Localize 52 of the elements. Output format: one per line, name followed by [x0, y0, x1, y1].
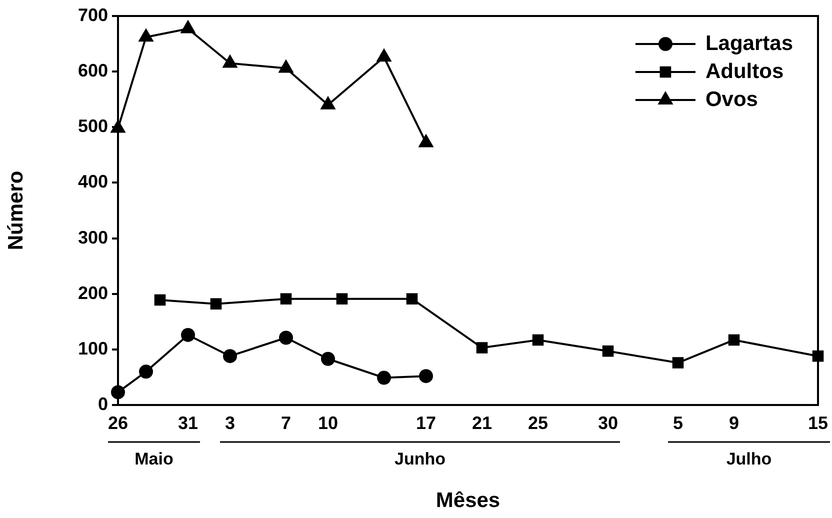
x-tick-label: 21: [472, 412, 492, 433]
text: Maio: [134, 450, 174, 469]
point: [532, 334, 544, 346]
y-tick-label: 200: [78, 282, 108, 303]
point: [138, 28, 154, 42]
point: [280, 293, 292, 305]
text: Julho: [726, 450, 772, 469]
y-tick-label: 400: [78, 172, 108, 192]
point: [672, 357, 684, 368]
y-tick-label: 500: [78, 116, 108, 136]
y-axis-title: Número: [4, 170, 28, 250]
x-tick-label: 31: [178, 412, 198, 433]
x-tick-label: 7: [280, 412, 292, 433]
point: [419, 369, 433, 384]
y-tick-label: 300: [78, 227, 108, 248]
legend-label: Adultos: [705, 60, 784, 83]
x-tick-label: 25: [528, 412, 548, 433]
point: [139, 364, 153, 379]
point: [336, 293, 348, 305]
point: [376, 48, 392, 62]
y-tick-label: 700: [78, 4, 108, 25]
y-tick-label: 600: [78, 60, 108, 81]
point: [154, 294, 166, 306]
point: [210, 298, 222, 310]
point: [406, 293, 418, 305]
x-tick-label: 9: [728, 412, 740, 433]
point: [180, 20, 196, 34]
point: [602, 345, 614, 357]
x-tick-label: 30: [598, 412, 618, 433]
point: [418, 134, 434, 148]
point: [377, 370, 391, 385]
point: [476, 342, 488, 354]
point: [222, 54, 238, 68]
point: [223, 349, 237, 364]
x-tick-label: 5: [672, 412, 684, 433]
x-tick-label: 26: [108, 412, 128, 433]
point: [278, 59, 294, 73]
point: [320, 96, 336, 110]
legend-label: Ovos: [705, 88, 758, 111]
y-tick-label: 100: [78, 338, 108, 358]
point: [321, 352, 335, 366]
point: [279, 330, 293, 345]
text: Junho: [394, 450, 446, 469]
x-tick-label: 10: [318, 412, 338, 433]
point: [728, 334, 740, 346]
y-tick-label: 0: [98, 394, 108, 414]
x-tick-label: 3: [224, 412, 236, 433]
x-axis-title: Mêses: [436, 489, 500, 512]
point: [181, 328, 195, 342]
x-tick-label: 17: [416, 412, 436, 433]
x-tick-label: 15: [808, 412, 828, 433]
legend-label: Lagartas: [705, 32, 794, 55]
